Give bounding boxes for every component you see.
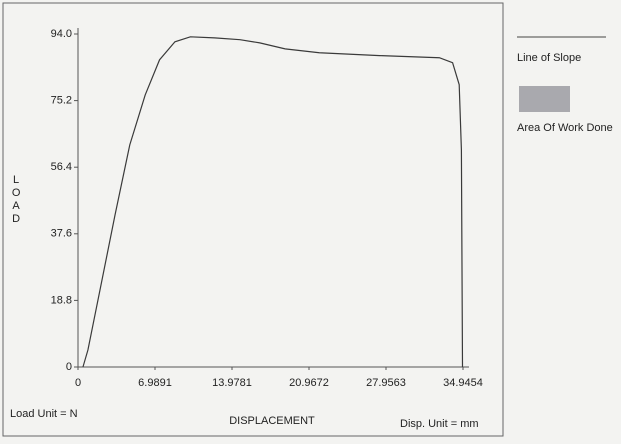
y-tick-label: 0	[66, 361, 72, 373]
x-tick-label: 34.9454	[443, 377, 483, 389]
annotation: Disp. Unit = mm	[400, 418, 479, 430]
y-axis-label: LOAD	[10, 174, 22, 226]
x-tick-label: 27.9563	[366, 377, 406, 389]
y-tick-label: 56.4	[51, 161, 72, 173]
annotation: Load Unit = N	[10, 408, 78, 420]
x-tick-label: 6.9891	[138, 377, 172, 389]
legend-label: Area Of Work Done	[517, 122, 613, 134]
x-tick-label: 0	[75, 377, 81, 389]
y-tick-label: 94.0	[51, 28, 72, 40]
y-tick-label: 37.6	[51, 228, 72, 240]
x-tick-label: 20.9672	[289, 377, 329, 389]
x-axis-label: DISPLACEMENT	[229, 415, 315, 427]
data-line	[82, 36, 464, 368]
x-tick-label: 13.9781	[212, 377, 252, 389]
y-tick-label: 75.2	[51, 95, 72, 107]
frame	[2, 2, 504, 437]
legend-label: Line of Slope	[517, 52, 581, 64]
legend-swatch	[519, 86, 570, 112]
y-tick-label: 18.8	[51, 294, 72, 306]
